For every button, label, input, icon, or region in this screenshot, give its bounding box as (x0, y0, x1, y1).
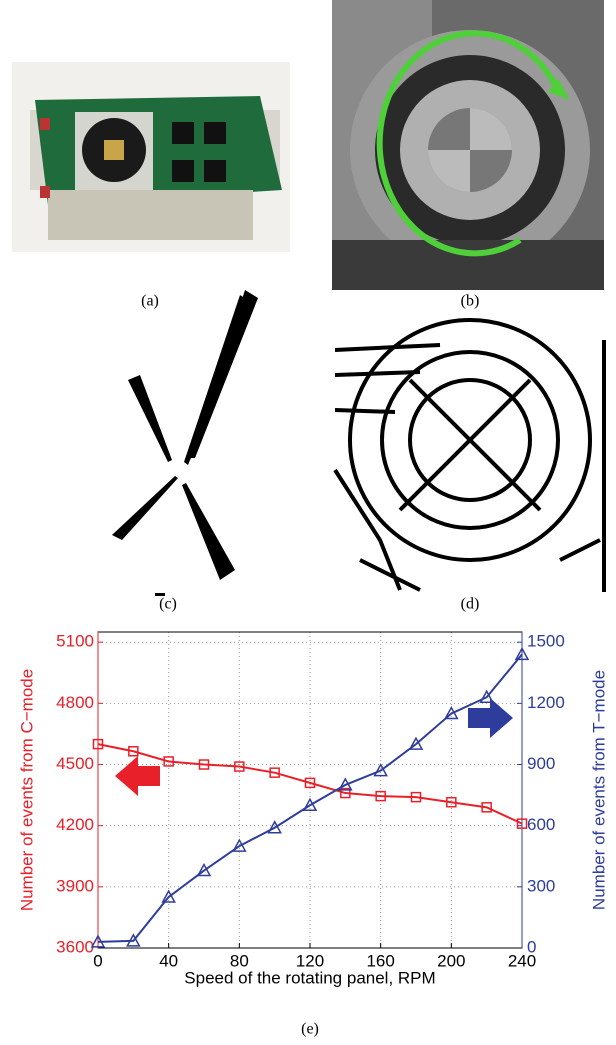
y2-axis-label: Number of events from T−mode (589, 670, 608, 910)
y2-tick-label: 1200 (527, 693, 565, 712)
y-tick-label: 4200 (56, 815, 94, 834)
y2-tick-label: 0 (527, 937, 536, 956)
y-tick-label: 5100 (56, 632, 94, 651)
caption: (a) (141, 293, 159, 310)
x-axis-label: Speed of the rotating panel, RPM (184, 968, 435, 987)
figure-canvas: (a) (b) (c) (d) (e) 04080120160200240360… (0, 0, 616, 1045)
axis-arrow (115, 756, 160, 796)
axis-arrow (468, 698, 513, 738)
photo-pcb (12, 62, 290, 252)
y-tick-label: 4500 (56, 754, 94, 773)
caption: (c) (159, 596, 177, 613)
y-tick-label: 3900 (56, 876, 94, 895)
x-tick-label: 40 (159, 951, 178, 970)
y2-tick-label: 900 (527, 754, 555, 773)
y-tick-label: 3600 (56, 937, 94, 956)
photo-target (332, 0, 604, 290)
y-tick-label: 4800 (56, 693, 94, 712)
y2-tick-label: 300 (527, 876, 555, 895)
y2-tick-label: 600 (527, 815, 555, 834)
events-c-mode (112, 290, 258, 596)
caption: (d) (461, 596, 480, 613)
y-axis-label: Number of events from C−mode (17, 669, 36, 911)
y2-tick-label: 1500 (527, 632, 565, 651)
events-t-mode (330, 320, 608, 592)
figure: (a) (b) (c) (d) (e) 04080120160200240360… (0, 0, 616, 1045)
x-tick-label: 200 (437, 951, 465, 970)
x-tick-label: 0 (93, 951, 102, 970)
caption: (b) (461, 293, 480, 310)
caption: (e) (301, 1021, 319, 1038)
